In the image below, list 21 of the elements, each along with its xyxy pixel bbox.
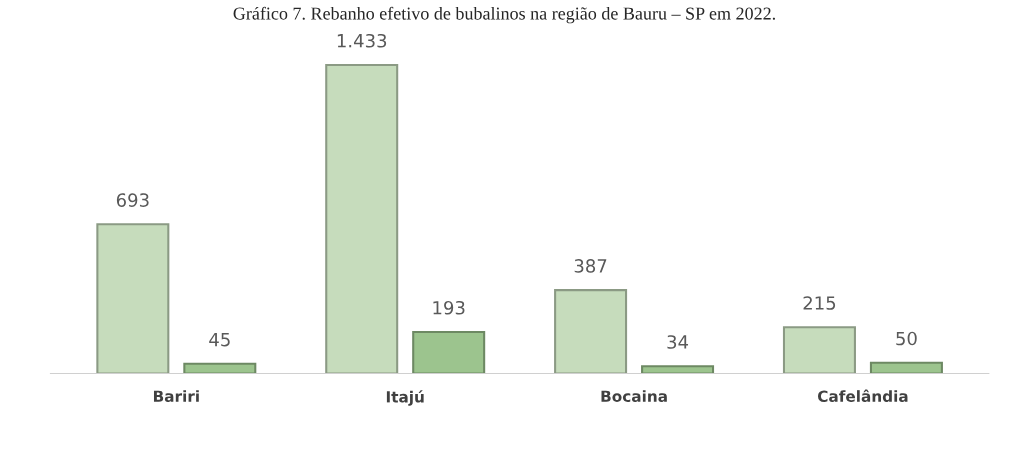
bar <box>782 326 856 374</box>
data-label: 1.433 <box>337 33 387 48</box>
bar <box>183 362 257 374</box>
data-label: 693 <box>116 193 149 207</box>
x-tick-label: Bariri <box>153 390 199 402</box>
data-label: 45 <box>209 333 230 347</box>
x-tick-label: Bocaina <box>601 390 667 402</box>
x-tick-label: Cafelândia <box>817 389 908 402</box>
chart-title: Gráfico 7. Rebanho efetivo de bubalinos na região de Bauru – SP em 2022. <box>233 6 775 24</box>
bar <box>96 223 170 374</box>
x-tick-label: Itajú <box>386 390 424 406</box>
bar <box>554 289 628 374</box>
data-label: 34 <box>667 335 689 349</box>
bar <box>869 361 943 374</box>
data-label: 193 <box>433 300 465 315</box>
bar <box>641 365 715 374</box>
bar <box>325 63 399 374</box>
bar <box>412 330 486 374</box>
data-label: 387 <box>574 259 607 273</box>
data-label: 215 <box>803 296 836 310</box>
data-label: 50 <box>896 331 917 346</box>
